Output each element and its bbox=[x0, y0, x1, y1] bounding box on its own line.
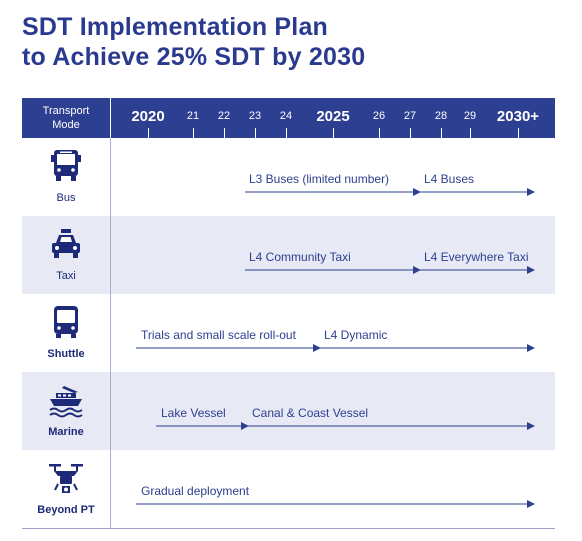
mode-label-marine: Marine bbox=[48, 426, 84, 438]
year-label: 29 bbox=[463, 110, 477, 122]
phase-label: L4 Community Taxi bbox=[249, 250, 351, 264]
year-tick bbox=[333, 128, 334, 138]
mode-label-taxi: Taxi bbox=[56, 270, 76, 282]
mode-header-line-1: Transport bbox=[42, 105, 90, 117]
year-label: 28 bbox=[434, 110, 448, 122]
table-bottom-border bbox=[22, 528, 555, 529]
mode-label-beyond-pt: Beyond PT bbox=[37, 504, 95, 516]
year-label: 23 bbox=[248, 110, 262, 122]
timeline-header: Transport Mode 2020 21 22 23 24 2025 26 27 28 29 2… bbox=[22, 98, 555, 138]
row-bus: Bus bbox=[22, 138, 555, 216]
year-tick bbox=[193, 128, 194, 138]
taxi-icon bbox=[52, 229, 80, 258]
mode-cell-marine: Marine bbox=[22, 372, 111, 450]
phase-label: Lake Vessel bbox=[161, 406, 226, 420]
mode-label-shuttle: Shuttle bbox=[47, 348, 85, 360]
title-line-1: SDT Implementation Plan bbox=[22, 13, 329, 41]
phase-label: L3 Buses (limited number) bbox=[249, 172, 390, 186]
year-label: 27 bbox=[403, 110, 417, 122]
year-tick bbox=[255, 128, 256, 138]
year-tick bbox=[410, 128, 411, 138]
year-label: 24 bbox=[279, 110, 293, 122]
shuttle-icon bbox=[54, 306, 78, 338]
phase-label: Trials and small scale roll-out bbox=[141, 328, 296, 342]
mode-header-line-2: Mode bbox=[52, 119, 80, 131]
year-tick bbox=[470, 128, 471, 138]
phase-label: L4 Dynamic bbox=[324, 328, 388, 342]
year-tick bbox=[224, 128, 225, 138]
phase-label: Gradual deployment bbox=[141, 484, 250, 498]
year-tick bbox=[286, 128, 287, 138]
phase-label: Canal & Coast Vessel bbox=[252, 406, 369, 420]
chart-title: SDT Implementation Plan to Achieve 25% S… bbox=[22, 12, 365, 72]
row-marine: Marine bbox=[22, 372, 555, 450]
year-label: 21 bbox=[186, 110, 200, 122]
mode-cell-bus: Bus bbox=[22, 138, 111, 216]
phase-label: L4 Buses bbox=[424, 172, 475, 186]
year-label: 2030+ bbox=[496, 108, 540, 125]
transport-mode-header: Transport Mode bbox=[22, 98, 111, 138]
mode-cell-shuttle: Shuttle bbox=[22, 294, 111, 372]
mode-cell-beyond-pt: Beyond PT bbox=[22, 450, 111, 528]
year-tick bbox=[518, 128, 519, 138]
drone-icon bbox=[49, 464, 83, 493]
phase-label: L4 Everywhere Taxi bbox=[424, 250, 529, 264]
year-tick bbox=[379, 128, 380, 138]
year-label: 2020 bbox=[131, 108, 165, 125]
mode-label-bus: Bus bbox=[56, 192, 76, 204]
ship-icon bbox=[49, 386, 83, 418]
year-label: 22 bbox=[217, 110, 231, 122]
title-line-2: to Achieve 25% SDT by 2030 bbox=[22, 43, 366, 71]
row-taxi: Taxi bbox=[22, 216, 555, 294]
year-label: 2025 bbox=[316, 108, 350, 125]
row-shuttle: Shuttle bbox=[22, 294, 555, 372]
year-tick bbox=[148, 128, 149, 138]
year-tick bbox=[441, 128, 442, 138]
mode-cell-taxi: Taxi bbox=[22, 216, 111, 294]
year-label: 26 bbox=[372, 110, 386, 122]
bus-icon bbox=[51, 150, 81, 181]
row-beyond-pt: Beyond PT bbox=[22, 450, 555, 528]
